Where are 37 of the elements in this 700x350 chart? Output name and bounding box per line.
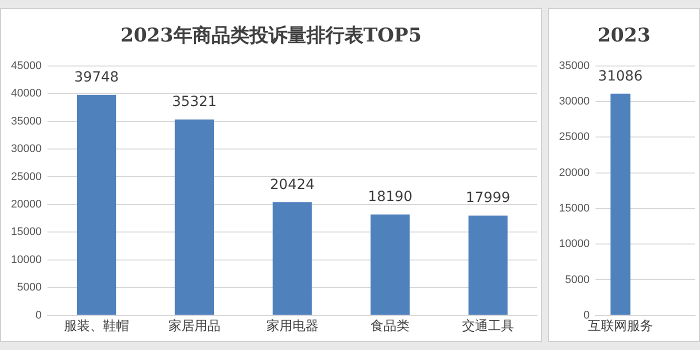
y-tick-label: 45000 xyxy=(10,60,42,72)
chart-title: 2023 xyxy=(598,24,650,46)
y-tick-label: 5000 xyxy=(565,274,590,286)
y-tick-label: 15000 xyxy=(558,202,590,214)
x-tick-label: 服装、鞋帽 xyxy=(64,318,130,333)
data-label: 18190 xyxy=(368,189,412,206)
bar xyxy=(174,119,214,315)
data-label: 39748 xyxy=(74,70,119,86)
y-tick-label: 40000 xyxy=(10,88,42,100)
x-tick-label: 家居用品 xyxy=(168,318,220,333)
y-tick-label: 25000 xyxy=(10,170,42,183)
x-tick-label: 交通工具 xyxy=(462,318,514,333)
data-label: 31086 xyxy=(598,68,643,84)
y-tick-label: 35000 xyxy=(558,60,590,72)
y-tick-label: 30000 xyxy=(558,95,590,108)
y-tick-label: 15000 xyxy=(10,226,42,238)
bar xyxy=(272,202,312,315)
x-tick-label: 互联网服务 xyxy=(588,318,653,333)
y-tick-label: 10000 xyxy=(10,254,42,266)
y-tick-label: 25000 xyxy=(558,131,590,144)
bar xyxy=(468,216,508,315)
y-tick-label: 20000 xyxy=(558,166,590,179)
y-tick-label: 5000 xyxy=(17,282,42,294)
chart-title: 2023年商品类投诉量排行表TOP5 xyxy=(120,24,422,46)
y-tick-label: 10000 xyxy=(558,238,590,250)
y-tick-label: 30000 xyxy=(10,143,42,156)
y-tick-label: 0 xyxy=(35,309,42,322)
y-tick-label: 20000 xyxy=(10,198,42,210)
data-label: 35321 xyxy=(172,94,217,110)
x-tick-label: 家用电器 xyxy=(266,318,318,333)
y-tick-label: 35000 xyxy=(10,115,42,128)
x-tick-label: 食品类 xyxy=(370,318,410,333)
bar xyxy=(76,94,116,315)
data-label: 20424 xyxy=(270,176,315,193)
y-tick-label: 0 xyxy=(583,309,590,322)
data-label: 17999 xyxy=(466,190,510,206)
bar xyxy=(370,214,410,315)
